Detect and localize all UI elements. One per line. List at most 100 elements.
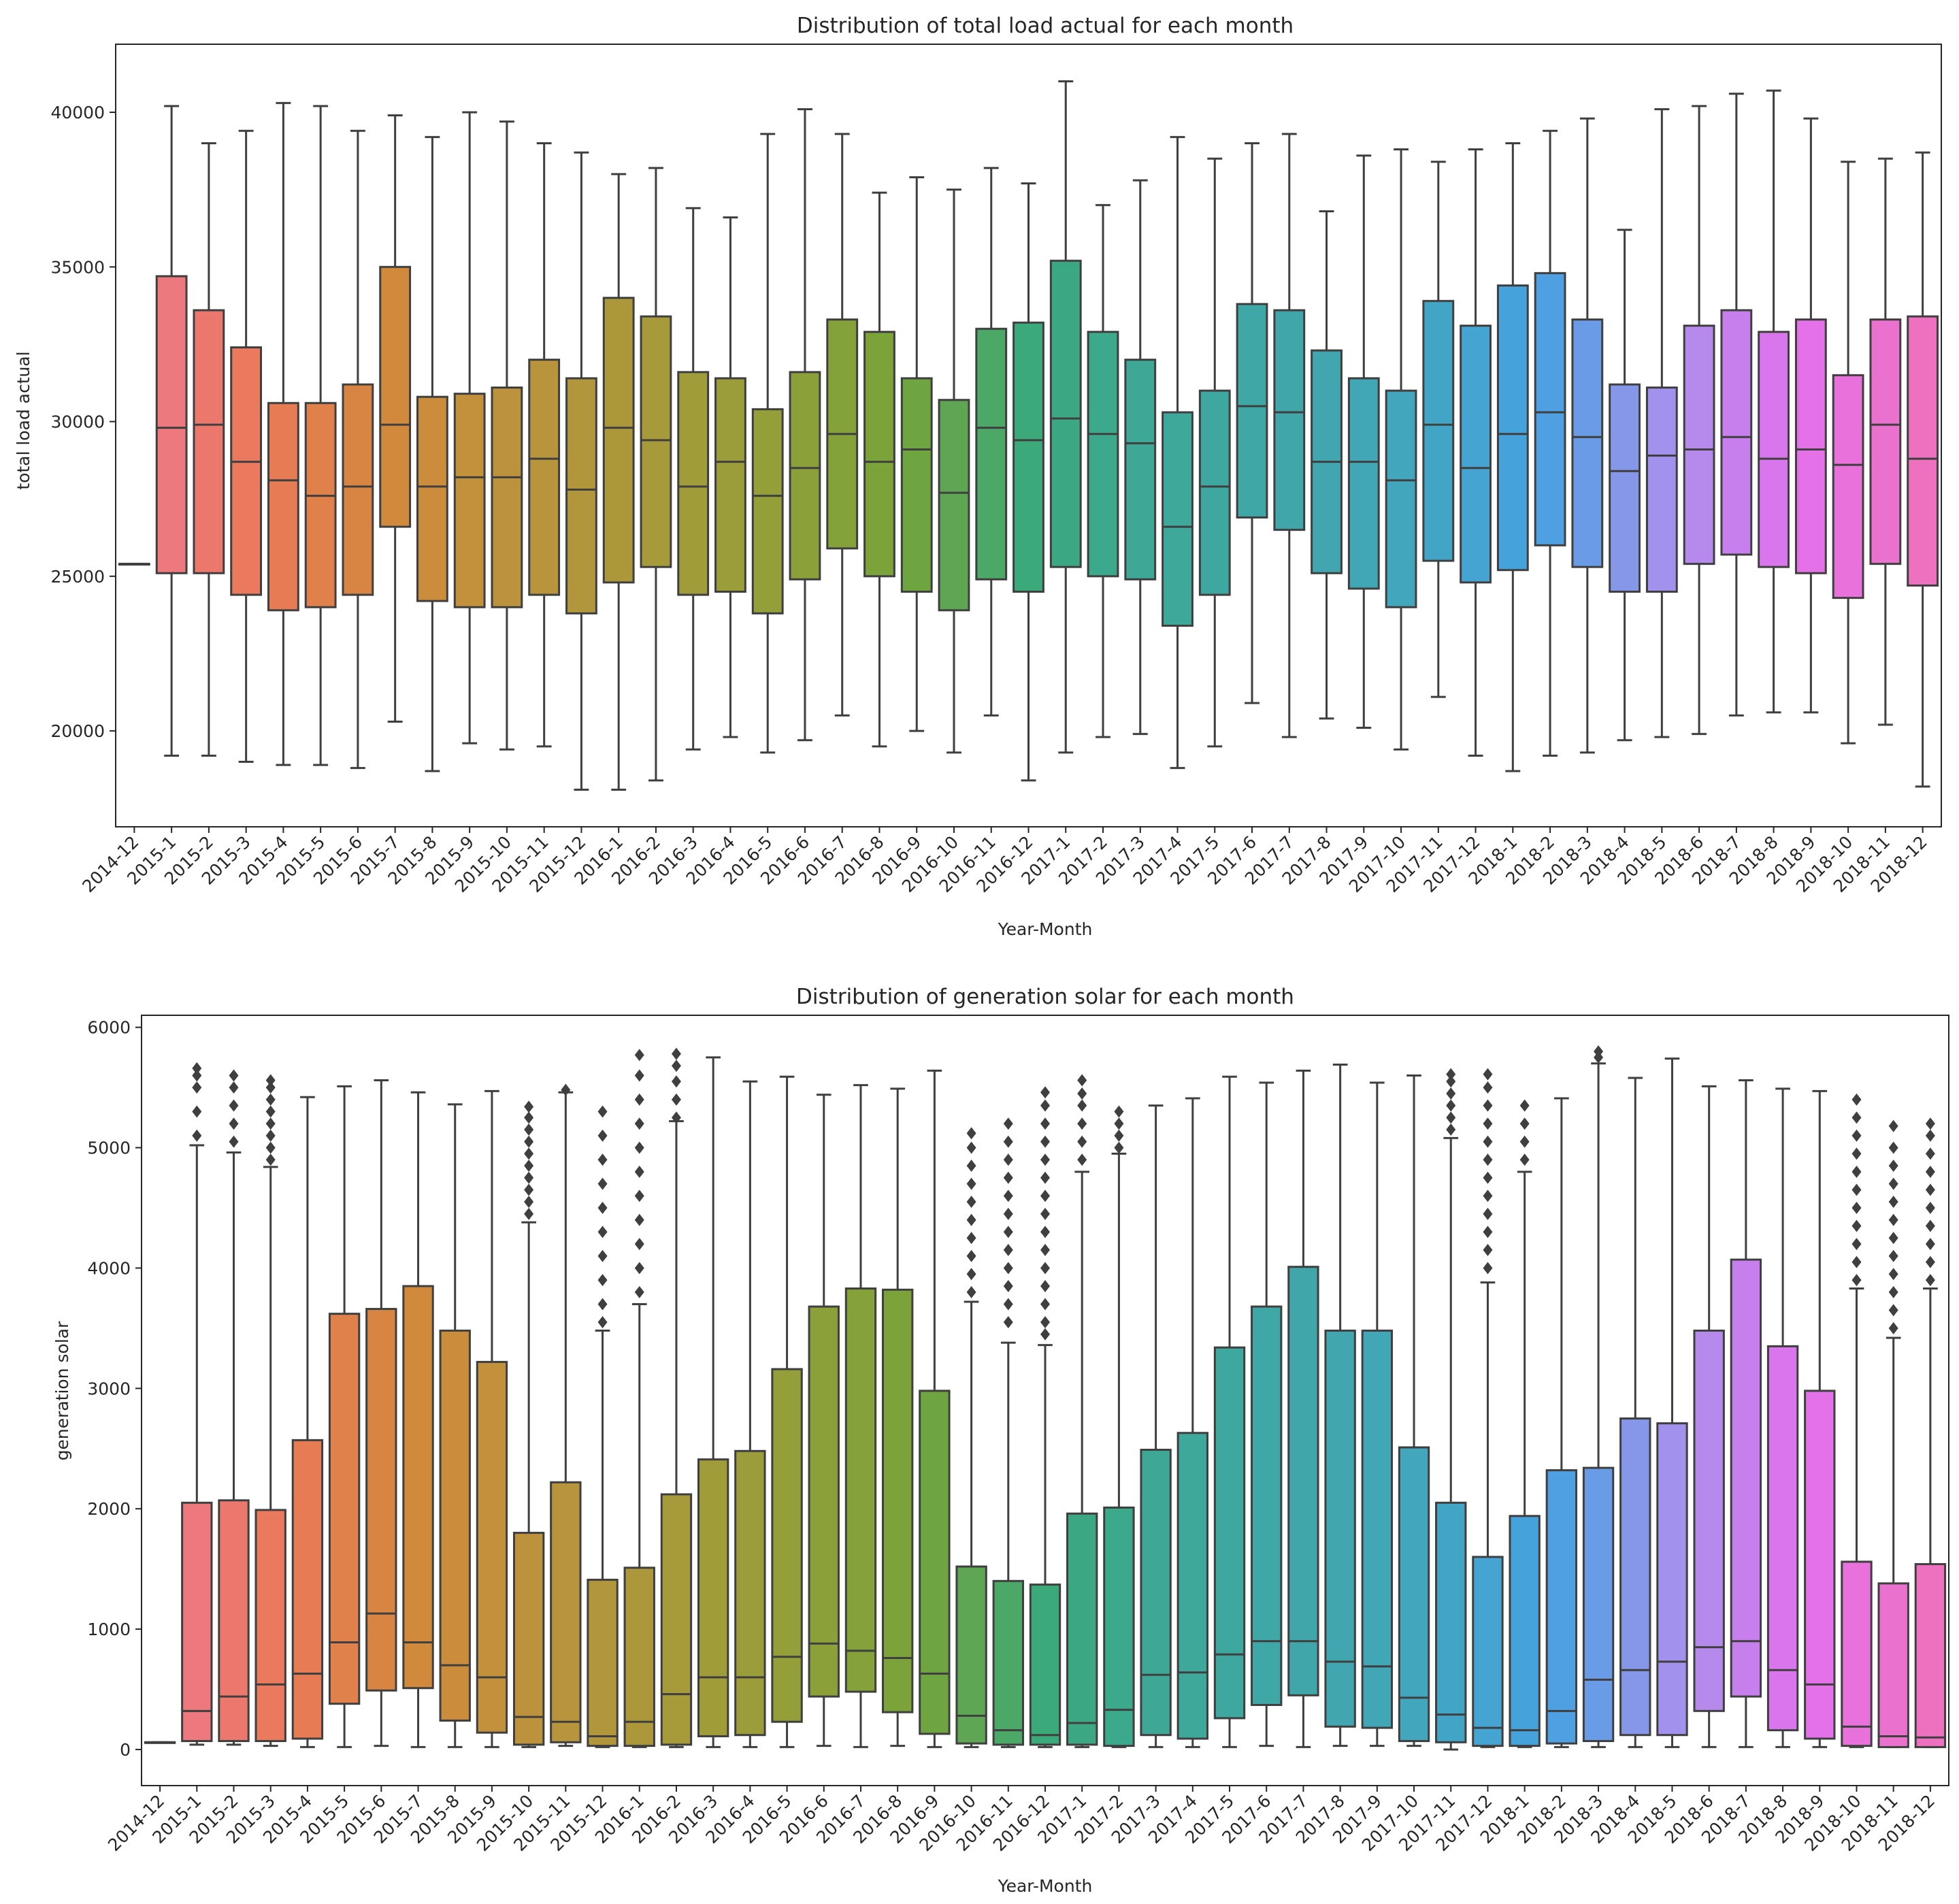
outlier-point	[524, 1171, 534, 1184]
y-tick-label: 25000	[50, 567, 105, 587]
box	[1198, 389, 1231, 596]
box	[1287, 1266, 1319, 1696]
outlier-point	[1077, 1135, 1087, 1148]
outlier-point	[1040, 1153, 1050, 1166]
outlier-point	[192, 1081, 202, 1094]
outlier-point	[265, 1081, 276, 1094]
box	[1645, 387, 1678, 593]
box	[1545, 1469, 1578, 1745]
outlier-point	[524, 1123, 534, 1136]
outlier-point	[671, 1060, 681, 1072]
box	[975, 327, 1008, 580]
outlier-point	[671, 1093, 681, 1106]
box	[1877, 1582, 1909, 1748]
chart-total-load: Distribution of total load actual for ea…	[14, 14, 1942, 939]
outlier-point	[1446, 1111, 1456, 1124]
outlier-point	[597, 1274, 608, 1287]
outlier-point	[1003, 1189, 1013, 1202]
box	[491, 387, 523, 608]
box	[1907, 315, 1939, 587]
box	[1087, 331, 1119, 578]
outlier-point	[1483, 1171, 1493, 1184]
outlier-point	[966, 1196, 976, 1209]
outlier-point	[1040, 1328, 1050, 1341]
outlier-point	[229, 1099, 239, 1112]
box	[1398, 1446, 1430, 1743]
outlier-point	[1077, 1087, 1087, 1100]
outlier-point	[1483, 1099, 1493, 1112]
outlier-point	[1040, 1262, 1050, 1275]
outlier-point	[1483, 1117, 1493, 1130]
outlier-point	[1003, 1153, 1013, 1166]
outlier-point	[1519, 1099, 1530, 1112]
outlier-point	[524, 1160, 534, 1172]
outlier-point	[1446, 1068, 1456, 1081]
box	[623, 1566, 655, 1747]
y-tick-label: 6000	[87, 1018, 131, 1038]
outlier-point	[1888, 1196, 1898, 1209]
box	[379, 265, 412, 528]
outlier-point	[1114, 1105, 1124, 1118]
outlier-point	[1040, 1226, 1050, 1238]
outlier-point	[1446, 1099, 1456, 1112]
box	[1693, 1329, 1725, 1712]
box	[439, 1329, 471, 1722]
box	[453, 393, 486, 608]
box	[1029, 1583, 1061, 1746]
box	[1869, 318, 1902, 565]
outlier-point	[1003, 1171, 1013, 1184]
chart-title: Distribution of total load actual for ea…	[797, 14, 1294, 38]
outlier-point	[966, 1127, 976, 1140]
outlier-point	[966, 1249, 976, 1262]
outlier-point	[597, 1249, 608, 1262]
outlier-point	[1925, 1219, 1935, 1232]
box	[1509, 1515, 1541, 1747]
box	[955, 1565, 987, 1745]
outlier-point	[1040, 1189, 1050, 1202]
outlier-point	[1925, 1183, 1935, 1196]
box	[1422, 299, 1455, 562]
chart-generation-solar: Distribution of generation solar for eac…	[52, 985, 1949, 1896]
box	[1124, 359, 1157, 580]
y-axis-label: total load actual	[14, 351, 33, 489]
outlier-point	[1483, 1068, 1493, 1081]
box	[808, 1305, 840, 1698]
box	[602, 297, 635, 584]
outlier-point	[1040, 1316, 1050, 1329]
box	[1236, 303, 1268, 519]
y-tick-label: 0	[120, 1740, 131, 1760]
outlier-point	[524, 1207, 534, 1220]
box	[919, 1390, 951, 1735]
box	[416, 395, 448, 602]
outlier-point	[1851, 1147, 1862, 1160]
box	[1385, 389, 1417, 608]
outlier-point	[524, 1183, 534, 1196]
outlier-point	[1888, 1304, 1898, 1317]
outlier-point	[1888, 1268, 1898, 1281]
outlier-point	[1483, 1262, 1493, 1275]
outlier-point	[966, 1268, 976, 1281]
outlier-point	[192, 1105, 202, 1118]
outlier-point	[597, 1105, 608, 1118]
outlier-point	[1888, 1141, 1898, 1154]
outlier-point	[1851, 1183, 1862, 1196]
outlier-point	[634, 1141, 644, 1154]
outlier-point	[1040, 1086, 1050, 1099]
outlier-point	[1888, 1177, 1898, 1190]
y-tick-label: 40000	[50, 103, 105, 122]
outlier-point	[1519, 1117, 1530, 1130]
box	[882, 1288, 914, 1713]
outlier-point	[1040, 1298, 1050, 1311]
outlier-point	[1519, 1153, 1530, 1166]
outlier-point	[966, 1213, 976, 1226]
y-tick-label: 3000	[87, 1379, 131, 1398]
outlier-point	[1888, 1119, 1898, 1132]
outlier-point	[1851, 1165, 1862, 1178]
box	[1571, 318, 1604, 568]
box	[863, 331, 895, 578]
outlier-point	[1888, 1160, 1898, 1172]
box	[402, 1285, 434, 1690]
outlier-point	[1925, 1255, 1935, 1268]
outlier-point	[192, 1069, 202, 1082]
outlier-point	[1040, 1099, 1050, 1112]
